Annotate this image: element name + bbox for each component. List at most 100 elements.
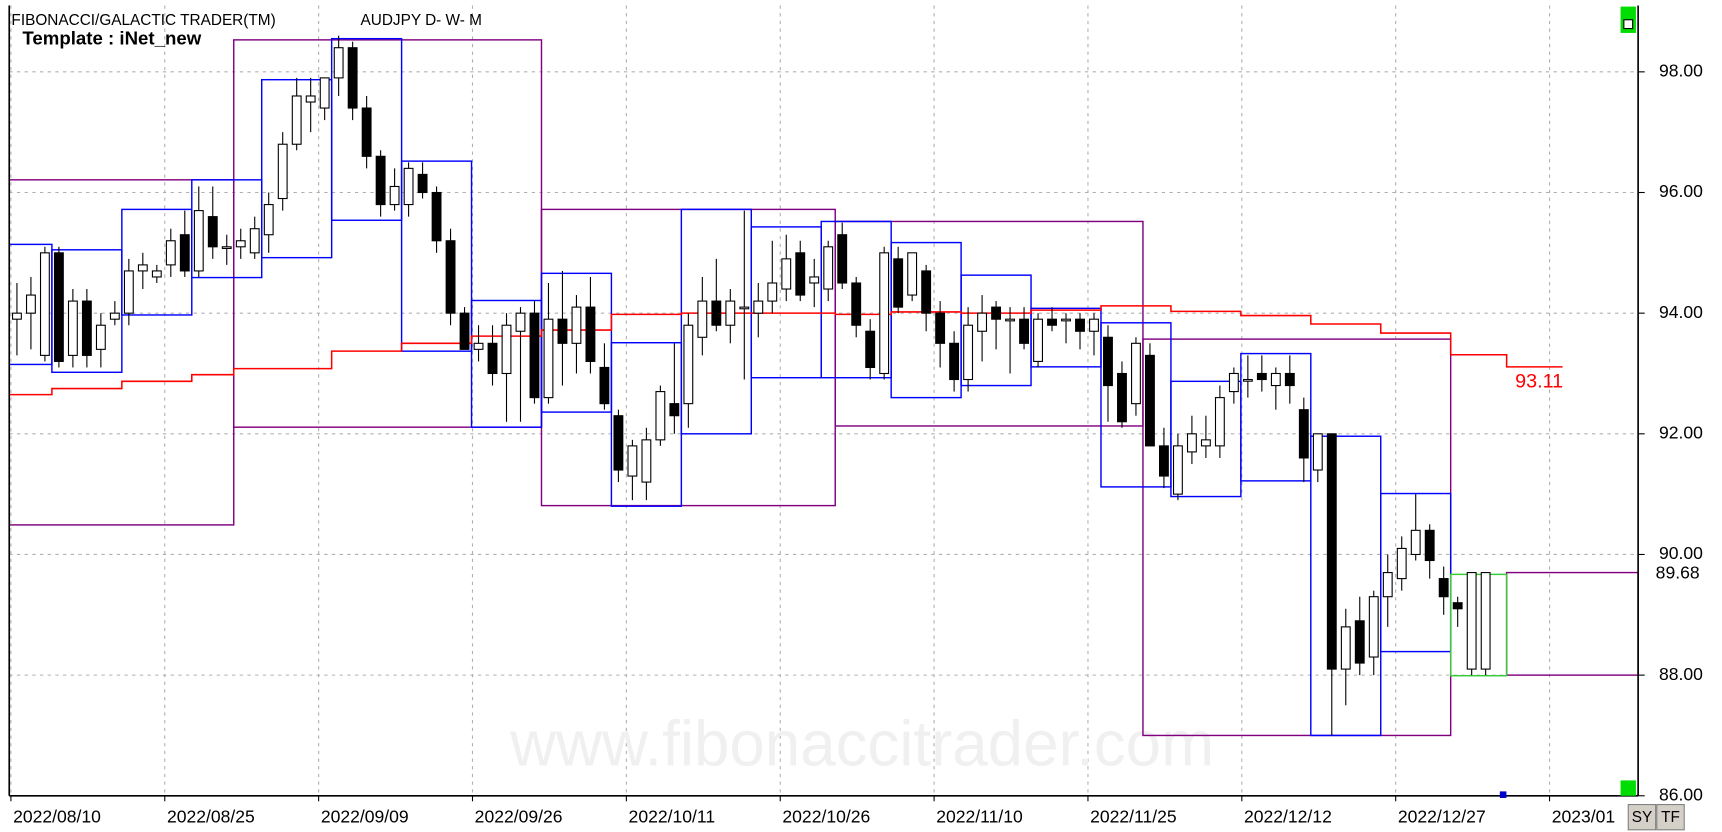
- chart-title: FIBONACCI/GALACTIC TRADER(TM): [11, 12, 275, 29]
- step-line: [9, 305, 1563, 396]
- candle-body: [165, 240, 176, 266]
- candle-body: [1480, 572, 1491, 670]
- candle-body: [627, 445, 638, 477]
- candle-body: [795, 252, 806, 296]
- candle-body: [1270, 372, 1281, 387]
- x-tick-label: 2022/10/26: [782, 806, 870, 826]
- x-tick-label: 2022/11/10: [936, 806, 1023, 826]
- candle-body: [1298, 409, 1309, 459]
- candle-body: [53, 252, 64, 362]
- chart-subtitle: AUDJPY D- W- M: [360, 12, 481, 29]
- tf-button[interactable]: [1656, 804, 1685, 831]
- candle-body: [599, 366, 610, 405]
- candle-body: [151, 270, 162, 278]
- candle-body: [403, 167, 414, 206]
- current-week-box: [1449, 573, 1508, 677]
- x-tick-label: 2022/11/25: [1090, 806, 1177, 826]
- candle-body: [1047, 318, 1057, 326]
- candle-body: [1396, 547, 1407, 580]
- candle-body: [1214, 397, 1225, 447]
- candle-body: [515, 312, 526, 332]
- tf-button-label[interactable]: TF: [1661, 809, 1680, 826]
- x-tick-label: 2022/12/12: [1244, 806, 1332, 826]
- candle-body: [305, 95, 316, 103]
- candle-body: [1019, 318, 1029, 344]
- candle-body: [1312, 433, 1323, 471]
- candle-body: [291, 95, 302, 145]
- candle-body: [1242, 378, 1253, 382]
- candle-body: [235, 240, 246, 248]
- candle-body: [1131, 342, 1141, 405]
- weekly-range-box: [1380, 492, 1452, 653]
- candle-body: [1158, 445, 1169, 477]
- candle-body: [277, 143, 288, 200]
- candle-body: [459, 312, 470, 350]
- candle-body: [613, 415, 624, 471]
- candle-body: [571, 306, 582, 344]
- watermark: www.fibonaccitrader.com: [509, 708, 1214, 779]
- candle-body: [543, 318, 554, 399]
- candle-body: [683, 324, 694, 405]
- candle-body: [1452, 602, 1463, 610]
- candle-body: [1089, 318, 1099, 332]
- candle-body: [1256, 372, 1267, 381]
- candle-body: [221, 246, 232, 249]
- candle-body: [935, 312, 946, 344]
- candle-body: [767, 282, 778, 302]
- candle-body: [669, 403, 680, 417]
- candle-body: [347, 47, 358, 109]
- candle-body: [1172, 445, 1183, 495]
- line-value-label: 93.11: [1515, 370, 1563, 392]
- candle-body: [823, 246, 834, 290]
- candle-body: [417, 173, 428, 194]
- candle-body: [1186, 433, 1197, 453]
- weekly-range-box: [330, 37, 403, 221]
- candle-body: [921, 270, 932, 314]
- candle-body: [655, 391, 666, 441]
- candle-body: [389, 185, 400, 206]
- candle-body: [865, 330, 876, 369]
- candle-body: [179, 234, 190, 272]
- candle-body: [445, 240, 456, 314]
- candle-body: [1326, 433, 1337, 670]
- template-label: Template : iNet_new: [22, 27, 201, 48]
- x-tick-label: 2022/12/27: [1398, 806, 1486, 826]
- candle-body: [39, 252, 50, 356]
- candle-body: [753, 300, 764, 314]
- candle-body: [1424, 529, 1435, 562]
- candle-body: [991, 306, 1002, 320]
- candle-body: [585, 306, 596, 362]
- candle-body: [67, 300, 78, 356]
- candle-body: [1354, 620, 1365, 664]
- candle-body: [529, 312, 540, 399]
- candle-body: [137, 264, 148, 272]
- marks: [8, 35, 1639, 737]
- candle-body: [781, 258, 792, 290]
- candle-body: [851, 282, 862, 326]
- candle-body: [361, 107, 372, 157]
- candle-body: [963, 324, 974, 381]
- candle-body: [263, 204, 274, 236]
- x-tick-label: 2022/08/10: [13, 806, 101, 826]
- x-tick-label: 2022/09/09: [321, 806, 409, 826]
- candle-body: [1340, 626, 1351, 670]
- candle-body: [25, 294, 36, 314]
- sy-button[interactable]: [1627, 804, 1657, 831]
- y-tick-label: 90.00: [1659, 543, 1703, 563]
- candle-body: [473, 342, 484, 350]
- candle-body: [1466, 572, 1477, 670]
- candle-body: [193, 210, 204, 272]
- x-tick-label: 2022/10/11: [629, 806, 716, 826]
- candle-body: [249, 228, 260, 254]
- x-tick-label: 2023/01: [1552, 806, 1615, 826]
- candle-body: [725, 300, 736, 326]
- candle-body: [557, 318, 568, 344]
- sy-button-label[interactable]: SY: [1632, 809, 1653, 826]
- x-tick-label: 2022/08/25: [167, 806, 255, 826]
- candle-body: [333, 47, 344, 79]
- candle-body: [1368, 596, 1379, 658]
- monthly-range-box: [834, 220, 1144, 427]
